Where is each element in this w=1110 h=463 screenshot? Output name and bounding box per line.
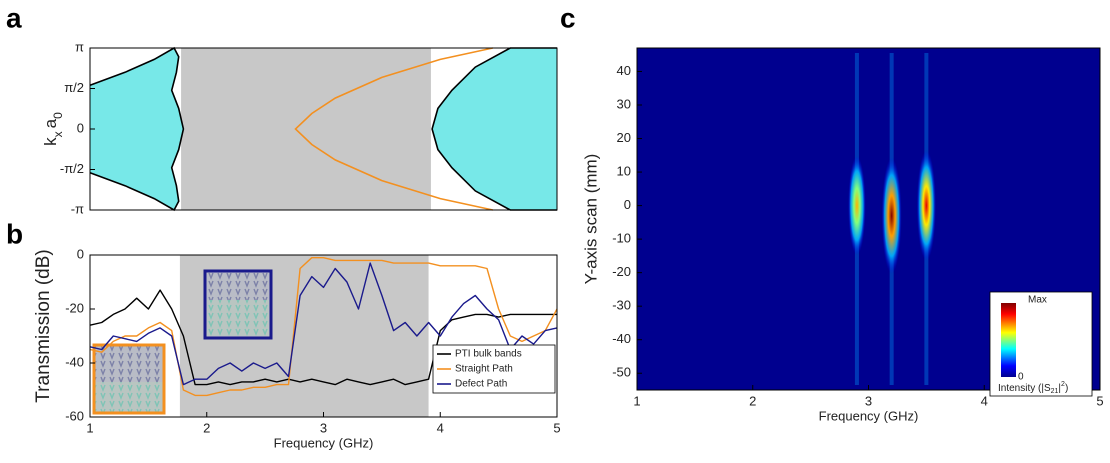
colorbar-title-part: |: [1058, 383, 1061, 394]
y-axis-title-part: x: [51, 131, 65, 137]
peak: [881, 157, 902, 274]
y-tick-label: -10: [612, 231, 631, 246]
x-tick-label: 4: [437, 420, 444, 435]
panel-label: b: [6, 218, 23, 249]
plot-frame: [636, 47, 1101, 391]
inset-photo-lower: [207, 300, 269, 336]
y-tick-label: 0: [77, 120, 84, 135]
colorbar-title-part: 21: [1051, 388, 1059, 395]
legend-label: Defect Path: [455, 379, 507, 390]
y-axis-title-part: a: [41, 118, 60, 128]
panel-label: c: [560, 2, 576, 33]
x-tick-label: 5: [1096, 393, 1103, 408]
x-tick-label: 3: [865, 393, 872, 408]
y-tick-label: π: [75, 39, 84, 54]
colorbar: [1001, 303, 1016, 377]
series-line: [89, 262, 558, 386]
band-area: [432, 48, 557, 210]
x-tick-label: 1: [633, 393, 640, 408]
y-tick-label: 40: [617, 63, 631, 78]
x-axis-title: Frequency (GHz): [819, 408, 919, 423]
y-tick-label: 30: [617, 96, 631, 111]
y-tick-label: -30: [612, 298, 631, 313]
y-tick-label: π/2: [64, 80, 84, 95]
y-axis-title: Transmission (dB): [33, 249, 54, 402]
shaded-band: [181, 48, 431, 210]
x-tick-label: 2: [749, 393, 756, 408]
x-tick-label: 2: [203, 420, 210, 435]
legend-label: Straight Path: [455, 364, 513, 375]
y-tick-label: -π/2: [60, 161, 84, 176]
y-axis-title-part: k: [41, 137, 60, 146]
colorbar-title-part: 2: [1061, 381, 1065, 388]
plot-frame: [89, 47, 558, 211]
y-axis-title: kxa0: [41, 112, 65, 146]
y-tick-label: -π: [71, 201, 84, 216]
colorbar-title-part: Intensity (|S: [998, 383, 1051, 394]
y-axis-title-part: 0: [51, 112, 65, 119]
y-tick-label: 0: [624, 197, 631, 212]
y-tick-label: -40: [612, 331, 631, 346]
edge-state-line: [294, 47, 493, 211]
band-area: [90, 48, 184, 210]
colorbar-min: 0: [1018, 372, 1024, 383]
legend-label: PTI bulk bands: [455, 349, 522, 360]
inset-photo-lower: [95, 382, 163, 412]
colorbar-max: Max: [1028, 295, 1047, 306]
band-edge: [89, 46, 185, 212]
x-tick-label: 5: [553, 420, 560, 435]
y-axis-title: Y-axis scan (mm): [581, 154, 600, 285]
band-edge: [431, 47, 557, 211]
y-tick-label: -40: [65, 354, 84, 369]
panel-label: a: [6, 2, 22, 33]
x-axis-title: Frequency (GHz): [274, 435, 374, 450]
legend-box: [432, 344, 556, 394]
colorbar-title: Intensity (|S21|2): [998, 381, 1068, 395]
peak: [916, 150, 936, 261]
y-tick-label: 10: [617, 163, 631, 178]
y-tick-label: -50: [612, 365, 631, 380]
y-tick-label: -20: [612, 264, 631, 279]
y-tick-label: 0: [77, 246, 84, 261]
colorbar-title-part: ): [1065, 383, 1068, 394]
y-tick-label: 20: [617, 130, 631, 145]
series-line: [89, 289, 557, 386]
peak: [848, 155, 866, 256]
series-line: [89, 257, 558, 397]
y-tick-label: -60: [65, 408, 84, 423]
y-tick-label: -20: [65, 300, 84, 315]
x-tick-label: 4: [981, 393, 988, 408]
x-tick-label: 3: [320, 420, 327, 435]
plot-frame: [89, 254, 558, 418]
x-tick-label: 1: [86, 420, 93, 435]
